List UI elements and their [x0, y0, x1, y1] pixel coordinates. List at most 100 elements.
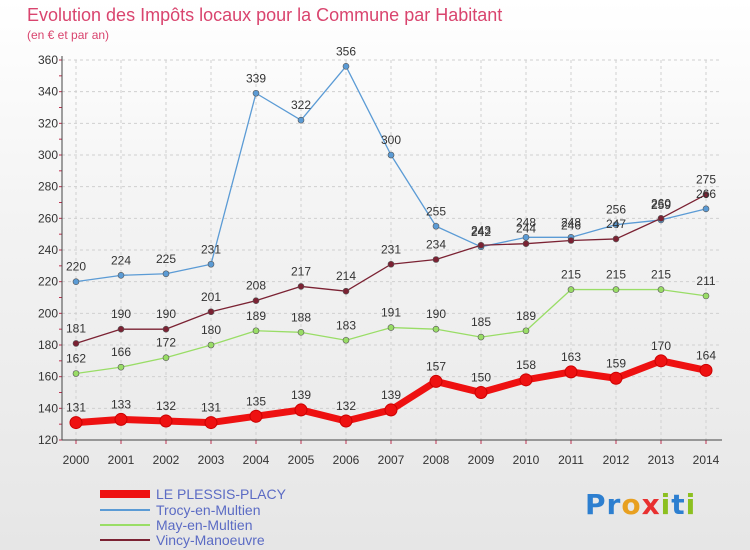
data-point [612, 286, 620, 293]
data-label: 214 [336, 269, 356, 283]
data-point [567, 286, 575, 293]
data-point [609, 371, 623, 385]
x-tick-label: 2010 [513, 453, 540, 467]
data-point [387, 324, 395, 331]
data-label: 135 [246, 394, 266, 408]
data-point [474, 386, 488, 399]
data-point [342, 63, 350, 70]
x-tick-label: 2002 [153, 453, 180, 467]
data-label: 157 [426, 359, 446, 373]
data-label: 224 [111, 253, 131, 267]
data-label: 217 [291, 264, 311, 278]
data-label: 208 [246, 279, 266, 293]
x-tick-label: 2008 [423, 453, 450, 467]
data-label: 132 [336, 399, 356, 413]
data-label: 201 [201, 290, 221, 304]
data-point [702, 292, 710, 300]
data-point [699, 363, 713, 377]
data-point [522, 240, 530, 247]
legend-swatch [100, 509, 150, 511]
series-may-en-multien [72, 286, 710, 377]
data-label: 244 [516, 222, 536, 236]
data-point [117, 272, 125, 279]
legend-item-vincy-manoeuvre: Vincy-Manoeuvre [100, 532, 360, 548]
data-label: 322 [291, 98, 311, 112]
data-label: 150 [471, 371, 491, 385]
data-label: 172 [156, 336, 176, 350]
logo-letter: x [641, 488, 661, 521]
x-tick-label: 2014 [693, 453, 720, 467]
data-point [339, 414, 353, 428]
data-label: 266 [696, 187, 716, 201]
data-label: 139 [291, 388, 311, 402]
logo-letter: i [685, 488, 697, 521]
y-tick-label: 320 [38, 116, 58, 130]
data-point [432, 256, 440, 263]
data-label: 191 [381, 306, 401, 320]
data-point [252, 297, 260, 304]
data-point [252, 89, 260, 97]
data-point [249, 409, 263, 423]
data-point [294, 403, 308, 417]
legend-item-may-en-multien: May-en-Multien [100, 517, 360, 533]
data-point [162, 270, 170, 278]
logo-letter: t [671, 488, 686, 521]
data-label: 188 [291, 310, 311, 324]
data-label: 231 [201, 242, 221, 256]
data-label: 259 [651, 198, 671, 212]
data-point [654, 354, 668, 368]
data-point [207, 260, 215, 268]
data-label: 190 [156, 307, 176, 321]
x-tick-label: 2005 [288, 453, 315, 467]
data-point [657, 286, 665, 293]
data-point [117, 363, 125, 371]
x-tick-label: 2001 [108, 453, 135, 467]
data-label: 231 [381, 242, 401, 256]
data-label: 185 [471, 315, 491, 329]
data-label: 189 [516, 309, 536, 323]
data-point [519, 373, 533, 387]
data-point [252, 327, 260, 335]
data-point [522, 234, 530, 241]
data-point [342, 287, 350, 295]
data-point [432, 222, 440, 230]
data-point [477, 241, 485, 249]
y-tick-label: 140 [38, 401, 58, 415]
data-label: 234 [426, 238, 446, 252]
data-point [72, 370, 80, 377]
data-label: 247 [606, 217, 626, 231]
x-tick-label: 2012 [603, 453, 630, 467]
y-tick-label: 300 [38, 148, 58, 162]
data-label: 220 [66, 260, 86, 274]
logo-letter: i [660, 488, 672, 521]
data-point [117, 325, 125, 333]
data-label: 215 [606, 268, 626, 282]
data-label: 163 [561, 350, 581, 364]
data-label: 170 [651, 339, 671, 353]
x-tick-label: 2006 [333, 453, 360, 467]
y-tick-label: 220 [38, 275, 58, 289]
data-point [477, 333, 485, 341]
data-point [564, 365, 578, 379]
y-tick-label: 240 [38, 243, 58, 257]
series-layer [69, 63, 713, 430]
x-tick-label: 2003 [198, 453, 225, 467]
data-label: 225 [156, 252, 176, 266]
data-point [429, 374, 443, 388]
y-tick-label: 260 [38, 211, 58, 225]
data-label: 215 [561, 268, 581, 282]
data-label: 180 [201, 323, 221, 337]
y-tick-label: 360 [38, 53, 58, 67]
data-point [702, 191, 710, 198]
y-tick-label: 200 [38, 306, 58, 320]
data-label: 256 [606, 203, 626, 217]
chart-subtitle: (en € et par an) [27, 28, 110, 42]
data-label: 242 [471, 225, 491, 239]
data-label: 190 [111, 307, 131, 321]
legend-label: May-en-Multien [156, 517, 253, 533]
data-point [72, 278, 80, 285]
data-point [387, 260, 395, 268]
data-point [387, 151, 395, 159]
logo-letter: r [606, 488, 622, 521]
data-label: 131 [201, 401, 221, 415]
